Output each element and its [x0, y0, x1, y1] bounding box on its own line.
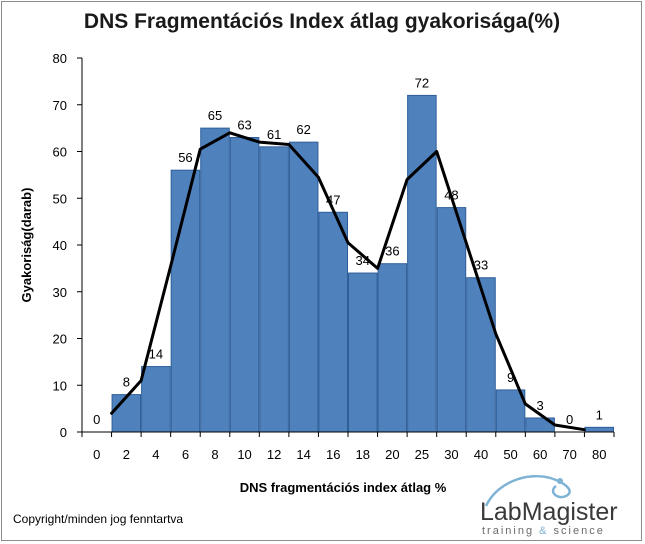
- bar: [141, 366, 171, 433]
- x-tick-label: 2: [123, 447, 130, 462]
- x-tick-label: 30: [444, 447, 458, 462]
- y-tick-label: 40: [53, 238, 67, 253]
- y-tick-label: 10: [53, 378, 67, 393]
- y-tick-label: 80: [53, 51, 67, 66]
- x-tick-label: 50: [503, 447, 517, 462]
- y-tick-label: 70: [53, 98, 67, 113]
- bar: [259, 146, 289, 433]
- logo-tagline: training & science: [482, 525, 605, 537]
- bar: [466, 277, 496, 433]
- x-tick-label: 70: [562, 447, 576, 462]
- x-tick-label: 12: [267, 447, 281, 462]
- data-label: 8: [123, 375, 130, 390]
- y-tick-label: 60: [53, 145, 67, 160]
- x-axis-ticks: 0 2 4 6 8 10 12 14 16 18 20 25 30 40 50 60 70 80: [81, 432, 615, 462]
- logo-tag-part-2: science: [548, 525, 605, 537]
- data-label: 61: [267, 127, 281, 142]
- y-axis-ticks: 0 10 20 30 40 50 60 70 80: [53, 51, 82, 440]
- axes: [81, 58, 614, 433]
- bar: [436, 207, 467, 433]
- bar: [584, 426, 615, 433]
- logo-tag-ampersand: &: [539, 525, 549, 537]
- bar: [407, 94, 437, 433]
- bar: [318, 211, 349, 433]
- data-label: 0: [566, 412, 573, 427]
- logo-swoosh-icon: [484, 475, 571, 507]
- labmagister-logo: LabMagister training & science: [478, 470, 628, 540]
- data-label: 3: [536, 398, 543, 413]
- y-tick-label: 20: [53, 332, 67, 347]
- x-tick-label: 25: [415, 447, 429, 462]
- trend-line-layer: [110, 131, 586, 432]
- bar: [377, 263, 408, 433]
- logo-tag-part-1: training: [482, 525, 540, 537]
- data-label: 65: [208, 108, 222, 123]
- copyright-text: Copyright/minden jog fenntartva: [13, 512, 184, 526]
- x-tick-label: 8: [211, 447, 218, 462]
- x-tick-label: 40: [474, 447, 488, 462]
- x-tick-label: 4: [152, 447, 159, 462]
- y-axis-label: Gyakoriság(darab): [19, 188, 34, 303]
- data-label: 1: [596, 407, 603, 422]
- x-tick-label: 18: [356, 447, 370, 462]
- x-tick-label: 60: [533, 447, 547, 462]
- y-tick-label: 30: [53, 285, 67, 300]
- data-label: 14: [149, 347, 163, 362]
- data-label: 33: [474, 258, 488, 273]
- x-tick-label: 6: [182, 447, 189, 462]
- bar-series: [111, 94, 615, 433]
- x-tick-label: 80: [592, 447, 606, 462]
- data-label: 63: [237, 117, 251, 132]
- y-tick-label: 50: [53, 191, 67, 206]
- bar: [495, 389, 526, 433]
- x-tick-label: 20: [385, 447, 399, 462]
- data-label: 72: [415, 75, 429, 90]
- trend-line: [110, 131, 586, 432]
- data-label: 56: [178, 150, 192, 165]
- data-label: 36: [385, 244, 399, 259]
- bar: [200, 127, 230, 433]
- x-tick-label: 16: [326, 447, 340, 462]
- data-label: 0: [93, 412, 100, 427]
- x-tick-label: 0: [93, 447, 100, 462]
- data-label: 62: [296, 122, 310, 137]
- bar: [348, 272, 378, 433]
- logo-name: LabMagister: [480, 498, 618, 526]
- x-axis-label: DNS fragmentációs index átlag %: [240, 480, 447, 495]
- data-label: 9: [507, 370, 514, 385]
- x-tick-label: 10: [237, 447, 251, 462]
- bar: [111, 394, 142, 433]
- chart-title: DNS Fragmentációs Index átlag gyakoriság…: [84, 10, 560, 33]
- y-tick-label: 0: [60, 425, 67, 440]
- bar: [229, 136, 260, 433]
- bar: [288, 141, 319, 433]
- x-tick-label: 14: [296, 447, 310, 462]
